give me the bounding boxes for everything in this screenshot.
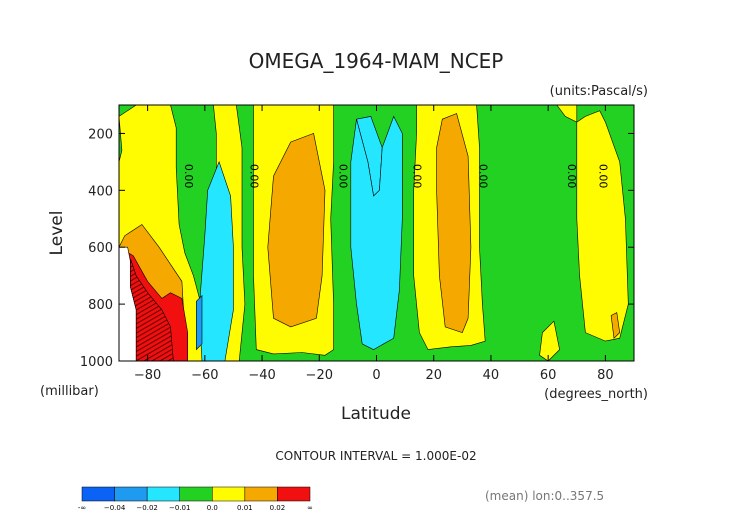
colorbar-label: −0.04: [104, 504, 126, 512]
chart-title: OMEGA_1964-MAM_NCEP: [249, 49, 504, 73]
contour-region-13: [350, 115, 403, 350]
x-tick-label: −60: [191, 368, 218, 383]
contour-label: 0.00: [336, 164, 349, 189]
colorbar: -∞ −0.04 −0.02 −0.01 0.0 0.01 0.02 ∞: [78, 486, 313, 512]
contour-plot-area: [119, 105, 634, 361]
colorbar-label: 0.0: [207, 504, 218, 512]
x-axis-label: Latitude: [341, 404, 411, 424]
y-unit-label: (millibar): [40, 384, 99, 399]
colorbar-bin: [277, 486, 311, 502]
y-tick-label: 800: [88, 298, 113, 313]
x-tick-label: 80: [597, 368, 614, 383]
y-axis-label: Level: [47, 211, 67, 256]
dense-contour-region: [130, 258, 174, 361]
footer-mean-text: (mean) lon:0..357.5: [485, 489, 604, 503]
colorbar-label: −0.02: [136, 504, 157, 512]
y-tick-label: 200: [88, 127, 113, 142]
y-tick-label: 1000: [80, 355, 113, 370]
x-tick-label: −80: [134, 368, 161, 383]
y-tick-label: 600: [88, 241, 113, 256]
y-axis: 200 400 600 800 1000: [80, 127, 634, 370]
units-label: (units:Pascal/s): [550, 84, 648, 99]
colorbar-bin: [146, 486, 180, 502]
colorbar-bin: [179, 486, 213, 502]
x-unit-label: (degrees_north): [544, 387, 648, 402]
contour-label: 0.00: [182, 164, 195, 189]
colorbar-label: 0.02: [270, 504, 286, 512]
contour-label: 0.00: [411, 164, 424, 189]
colorbar-label: −0.01: [169, 504, 190, 512]
contour-region-8: [267, 132, 326, 328]
contour-label: 0.00: [597, 164, 610, 189]
contour-region-10: [610, 312, 621, 339]
x-tick-label: −40: [248, 368, 275, 383]
x-tick-label: −20: [306, 368, 333, 383]
contour-interval-text: CONTOUR INTERVAL = 1.000E-02: [275, 449, 476, 463]
colorbar-bin: [81, 486, 115, 502]
x-tick-label: 0: [372, 368, 380, 383]
x-tick-label: 60: [540, 368, 557, 383]
x-tick-label: 40: [483, 368, 500, 383]
y-tick-label: 400: [88, 184, 113, 199]
colorbar-bin: [114, 486, 148, 502]
x-axis: −80 −60 −40 −20 0 20 40 60 80: [134, 105, 614, 383]
colorbar-bin: [244, 486, 278, 502]
contour-label: 0.00: [565, 164, 578, 189]
contour-region-6: [539, 320, 560, 361]
contour-labels: 0.00 0.00 0.00 0.00 0.00 0.00 0.00: [182, 164, 610, 189]
colorbar-label: -∞: [78, 504, 86, 512]
contour-label: 0.00: [248, 164, 261, 189]
contour-region-14: [196, 294, 203, 351]
x-tick-label: 20: [425, 368, 442, 383]
contour-label: 0.00: [477, 164, 490, 189]
contour-region-9: [436, 113, 472, 333]
colorbar-label: ∞: [307, 504, 313, 512]
colorbar-label: 0.01: [237, 504, 253, 512]
colorbar-bin: [212, 486, 246, 502]
